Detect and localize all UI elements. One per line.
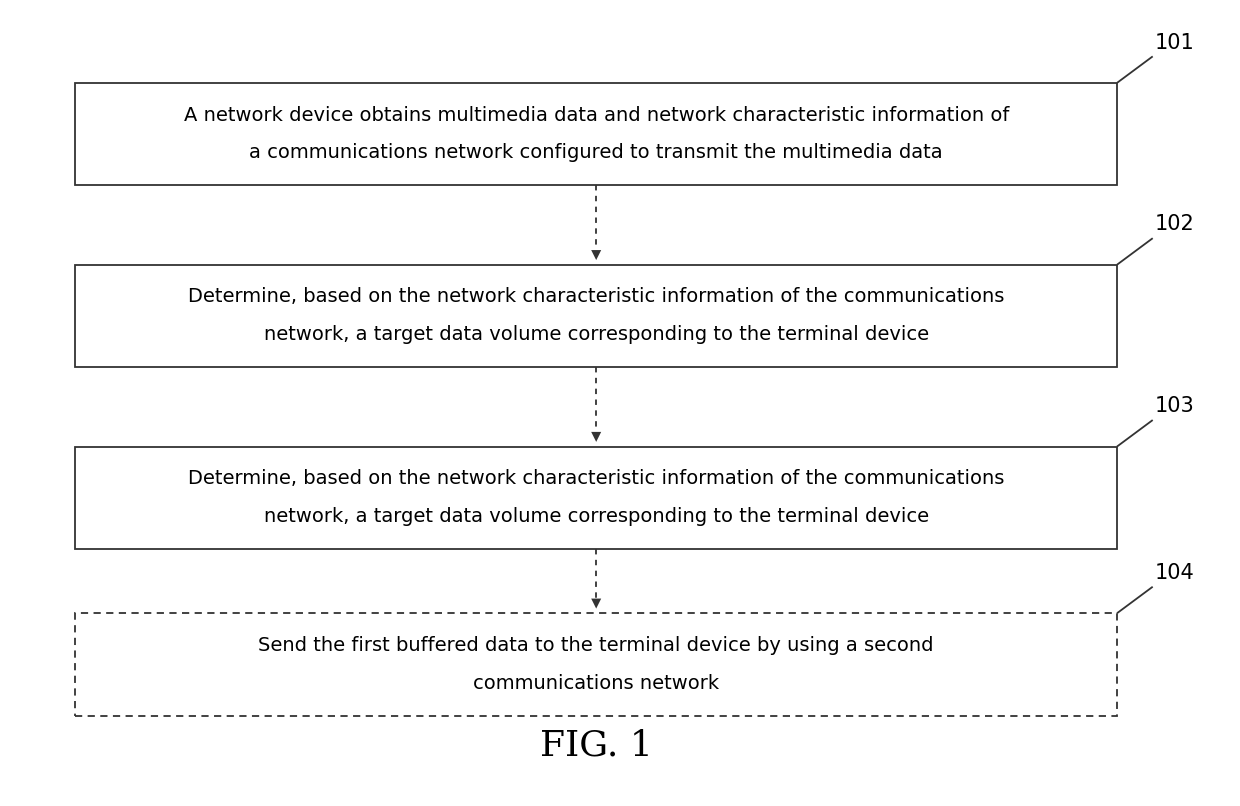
- Text: 103: 103: [1156, 397, 1195, 416]
- Text: Send the first buffered data to the terminal device by using a second: Send the first buffered data to the term…: [258, 636, 934, 655]
- Text: network, a target data volume corresponding to the terminal device: network, a target data volume correspond…: [264, 507, 929, 526]
- Text: Determine, based on the network characteristic information of the communications: Determine, based on the network characte…: [188, 469, 1004, 488]
- Text: Determine, based on the network characteristic information of the communications: Determine, based on the network characte…: [188, 288, 1004, 306]
- Text: 104: 104: [1156, 563, 1195, 583]
- Text: FIG. 1: FIG. 1: [539, 729, 652, 762]
- Text: 102: 102: [1156, 214, 1195, 235]
- FancyBboxPatch shape: [76, 613, 1117, 716]
- Text: communications network: communications network: [474, 674, 719, 693]
- Text: network, a target data volume corresponding to the terminal device: network, a target data volume correspond…: [264, 326, 929, 344]
- FancyBboxPatch shape: [76, 83, 1117, 185]
- Text: a communications network configured to transmit the multimedia data: a communications network configured to t…: [249, 143, 942, 163]
- Text: A network device obtains multimedia data and network characteristic information : A network device obtains multimedia data…: [184, 106, 1009, 125]
- Text: 101: 101: [1156, 32, 1195, 52]
- FancyBboxPatch shape: [76, 447, 1117, 549]
- FancyBboxPatch shape: [76, 264, 1117, 367]
